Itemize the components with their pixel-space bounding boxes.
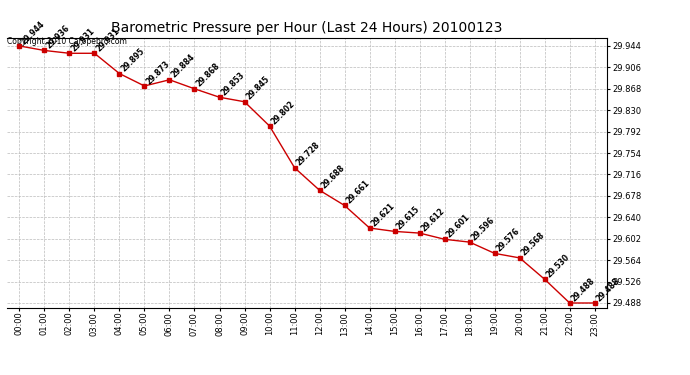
Text: 29.944: 29.944 [19,19,46,46]
Title: Barometric Pressure per Hour (Last 24 Hours) 20100123: Barometric Pressure per Hour (Last 24 Ho… [111,21,503,35]
Text: 29.931: 29.931 [95,26,121,53]
Text: 29.596: 29.596 [470,215,497,242]
Text: 29.845: 29.845 [244,75,271,102]
Text: 29.601: 29.601 [444,212,471,239]
Text: 29.612: 29.612 [420,206,446,233]
Text: 29.568: 29.568 [520,231,546,258]
Text: 29.576: 29.576 [495,226,522,254]
Text: 29.873: 29.873 [144,59,172,86]
Text: 29.868: 29.868 [195,62,221,89]
Text: 29.884: 29.884 [170,53,197,80]
Text: 29.688: 29.688 [319,163,346,190]
Text: 29.661: 29.661 [344,178,371,206]
Text: 29.615: 29.615 [395,204,422,231]
Text: 29.802: 29.802 [270,99,297,126]
Text: 29.488: 29.488 [570,276,597,303]
Text: 29.895: 29.895 [119,46,146,74]
Text: 29.530: 29.530 [544,252,571,279]
Text: 29.931: 29.931 [70,26,97,53]
Text: 29.488: 29.488 [595,276,622,303]
Text: 29.853: 29.853 [219,70,246,97]
Text: Copyright 2010 Caropebro.com: Copyright 2010 Caropebro.com [7,38,127,46]
Text: 29.621: 29.621 [370,201,397,228]
Text: 29.728: 29.728 [295,141,322,168]
Text: 29.936: 29.936 [44,24,71,51]
